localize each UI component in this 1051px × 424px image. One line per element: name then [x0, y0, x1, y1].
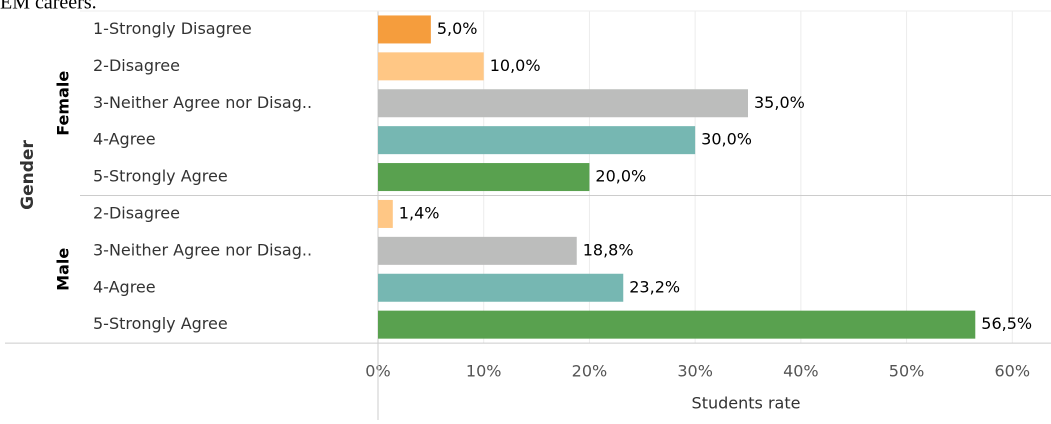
category-label: 2-Disagree [93, 56, 180, 75]
value-label: 5,0% [437, 19, 478, 38]
bar [378, 15, 431, 44]
value-label: 18,8% [583, 240, 634, 259]
category-label: 3-Neither Agree nor Disag.. [93, 240, 312, 259]
x-tick-label: 20% [572, 362, 608, 381]
x-tick-label: 30% [677, 362, 713, 381]
bar [378, 273, 624, 302]
bar [378, 126, 696, 155]
category-label: 5-Strongly Agree [93, 167, 228, 186]
bar [378, 163, 590, 192]
bar [378, 310, 976, 339]
category-label: 4-Agree [93, 130, 156, 149]
value-label: 20,0% [595, 167, 646, 186]
category-label: 4-Agree [93, 277, 156, 296]
category-label: 2-Disagree [93, 203, 180, 222]
value-label: 10,0% [490, 56, 541, 75]
group-label: Male [54, 248, 73, 291]
x-tick-label: 60% [995, 362, 1031, 381]
category-label: 5-Strongly Agree [93, 314, 228, 333]
x-axis-title: Students rate [692, 394, 801, 413]
value-label: 30,0% [701, 130, 752, 149]
category-label: 3-Neither Agree nor Disag.. [93, 93, 312, 112]
value-label: 1,4% [399, 203, 440, 222]
bar [378, 52, 484, 81]
x-tick-label: 50% [889, 362, 925, 381]
bar [378, 199, 393, 228]
group-label: Female [54, 71, 73, 136]
x-tick-label: 40% [783, 362, 819, 381]
value-label: 35,0% [754, 93, 805, 112]
value-label: 56,5% [981, 314, 1032, 333]
value-label: 23,2% [629, 277, 680, 296]
bar [378, 89, 748, 118]
category-label: 1-Strongly Disagree [93, 19, 252, 38]
y-axis-title: Gender [18, 140, 38, 210]
bar [378, 236, 577, 265]
chart-title: EM careers. [0, 0, 97, 14]
x-tick-label: 10% [466, 362, 502, 381]
